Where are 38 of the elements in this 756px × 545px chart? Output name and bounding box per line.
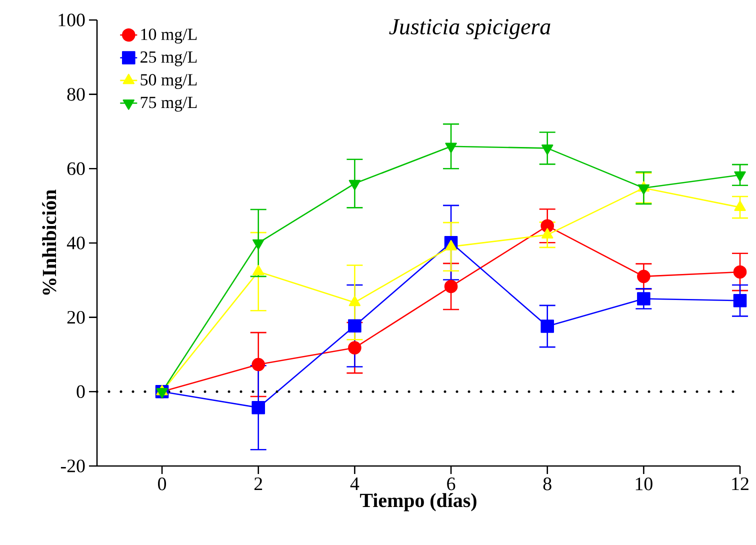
y-tick-label: 80 — [67, 88, 85, 101]
x-tick-label: 4 — [350, 478, 360, 490]
x-axis-title: Tiempo (días) — [360, 493, 476, 512]
x-tick-label: 8 — [543, 478, 552, 490]
x-tick-label: 2 — [254, 478, 262, 490]
point — [540, 320, 554, 333]
legend-label: 10 mg/L — [141, 28, 197, 44]
legend-label: 75 mg/L — [140, 96, 197, 112]
point — [445, 142, 457, 153]
point — [638, 184, 650, 195]
y-tick-label: 0 — [76, 385, 85, 398]
x-tick-label: 12 — [732, 478, 748, 490]
y-axis-title: %Inhibición — [42, 190, 56, 295]
point — [444, 280, 458, 294]
chart-title: Justicia spicigera — [389, 19, 550, 40]
point — [252, 239, 264, 250]
point — [734, 171, 746, 182]
x-tick-label: 0 — [158, 478, 166, 490]
y-tick-label: -20 — [60, 460, 85, 472]
x-tick-label: 10 — [636, 478, 652, 490]
y-tick-label: 40 — [66, 236, 85, 250]
point — [637, 270, 650, 284]
point — [252, 400, 266, 414]
legend-label: 25 mg/L — [140, 51, 197, 66]
y-tick-label: 20 — [67, 310, 85, 324]
point — [542, 144, 554, 155]
y-tick-label: 100 — [58, 14, 85, 26]
point — [348, 319, 362, 333]
point — [540, 219, 554, 233]
point — [348, 341, 362, 354]
x-tick-label: 6 — [447, 478, 456, 490]
point — [733, 265, 747, 279]
point — [733, 294, 747, 308]
point — [252, 358, 266, 372]
point — [637, 292, 650, 306]
point — [348, 180, 361, 190]
y-tick-label: 60 — [67, 162, 85, 176]
legend-label: 50 mg/L — [140, 74, 197, 89]
